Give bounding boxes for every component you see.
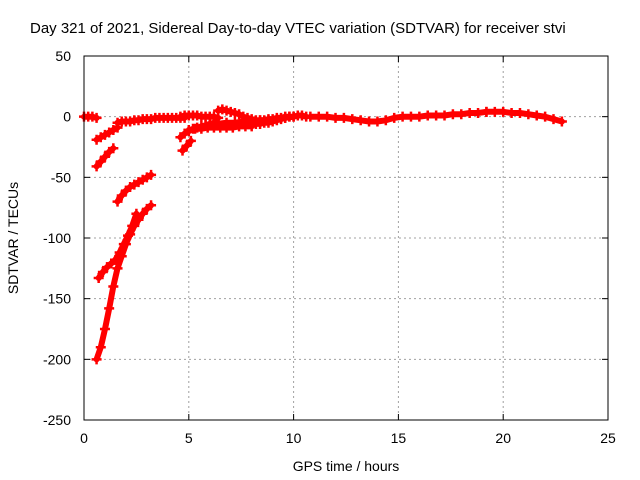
data-point bbox=[481, 106, 492, 117]
x-tick-label: 25 bbox=[600, 430, 616, 446]
data-point bbox=[213, 118, 224, 129]
data-point bbox=[405, 111, 416, 122]
data-point bbox=[540, 111, 551, 122]
data-point bbox=[464, 108, 475, 119]
data-point bbox=[355, 115, 366, 126]
series-arc-dip-5 bbox=[177, 135, 196, 156]
series-arc-mid bbox=[112, 169, 157, 207]
data-point bbox=[108, 281, 119, 292]
y-tick-label: -200 bbox=[43, 351, 71, 367]
axis-ticks: 0 5 10 15 20 25 -250 -200 -150 -100 -50 0 50 bbox=[43, 48, 616, 446]
data-point bbox=[523, 109, 534, 120]
data-point bbox=[110, 254, 121, 265]
data-point bbox=[397, 111, 408, 122]
chart-title: Day 321 of 2021, Sidereal Day-to-day VTE… bbox=[30, 20, 566, 37]
data-point bbox=[347, 114, 358, 125]
data-point bbox=[380, 115, 391, 126]
data-point bbox=[95, 342, 106, 353]
x-tick-label: 5 bbox=[185, 430, 193, 446]
data-point bbox=[127, 220, 138, 231]
data-point bbox=[498, 106, 509, 117]
series-trace bbox=[95, 210, 140, 281]
series-arc-steep-2 bbox=[93, 208, 142, 284]
series-arc-short-low bbox=[91, 143, 119, 172]
data-point bbox=[112, 196, 123, 207]
data-point bbox=[118, 239, 129, 250]
series-arc-low-plateau bbox=[112, 112, 190, 128]
y-tick-label: -100 bbox=[43, 230, 71, 246]
data-markers bbox=[79, 104, 567, 365]
data-point bbox=[93, 273, 104, 284]
data-point bbox=[131, 208, 142, 219]
data-point bbox=[91, 354, 102, 365]
series-arc-zero-start bbox=[79, 111, 102, 123]
data-point bbox=[104, 303, 115, 314]
data-point bbox=[146, 200, 157, 211]
series-arc-steep-1 bbox=[91, 200, 157, 365]
data-point bbox=[338, 112, 349, 123]
data-point bbox=[389, 112, 400, 123]
x-tick-label: 15 bbox=[391, 430, 407, 446]
data-point bbox=[146, 169, 157, 180]
series-trace bbox=[93, 202, 155, 363]
data-point bbox=[114, 247, 125, 258]
y-tick-label: 0 bbox=[63, 109, 71, 125]
y-tick-label: -150 bbox=[43, 291, 71, 307]
data-point bbox=[439, 110, 450, 121]
data-point bbox=[414, 111, 425, 122]
x-tick-label: 10 bbox=[286, 430, 302, 446]
data-point bbox=[447, 109, 458, 120]
data-point bbox=[108, 143, 119, 154]
data-point bbox=[322, 111, 333, 122]
y-tick-label: -50 bbox=[51, 169, 71, 185]
data-point bbox=[556, 116, 567, 127]
data-point bbox=[123, 230, 134, 241]
plot-frame bbox=[83, 55, 609, 421]
x-axis-label: GPS time / hours bbox=[293, 458, 400, 474]
data-point bbox=[364, 116, 375, 127]
data-point bbox=[422, 110, 433, 121]
y-tick-label: 50 bbox=[55, 48, 71, 64]
data-point bbox=[548, 114, 559, 125]
data-point bbox=[456, 109, 467, 120]
data-point bbox=[473, 108, 484, 119]
data-point bbox=[506, 108, 517, 119]
y-axis-label: SDTVAR / TECUs bbox=[5, 182, 21, 294]
data-point bbox=[431, 110, 442, 121]
data-point bbox=[185, 135, 196, 146]
x-tick-label: 20 bbox=[495, 430, 511, 446]
data-point bbox=[514, 108, 525, 119]
data-point bbox=[221, 117, 232, 128]
series-arc-main-flat bbox=[305, 106, 492, 127]
data-point bbox=[99, 324, 110, 334]
data-point bbox=[305, 111, 316, 122]
y-tick-label: -250 bbox=[43, 412, 71, 428]
data-point bbox=[330, 112, 341, 123]
x-tick-label: 0 bbox=[80, 430, 88, 446]
series-arc-end bbox=[481, 106, 567, 127]
data-point bbox=[531, 110, 542, 121]
data-point bbox=[91, 112, 102, 123]
data-point bbox=[489, 106, 500, 117]
data-point bbox=[112, 263, 123, 274]
data-point bbox=[229, 117, 240, 128]
data-point bbox=[313, 111, 324, 122]
data-point bbox=[372, 116, 383, 127]
